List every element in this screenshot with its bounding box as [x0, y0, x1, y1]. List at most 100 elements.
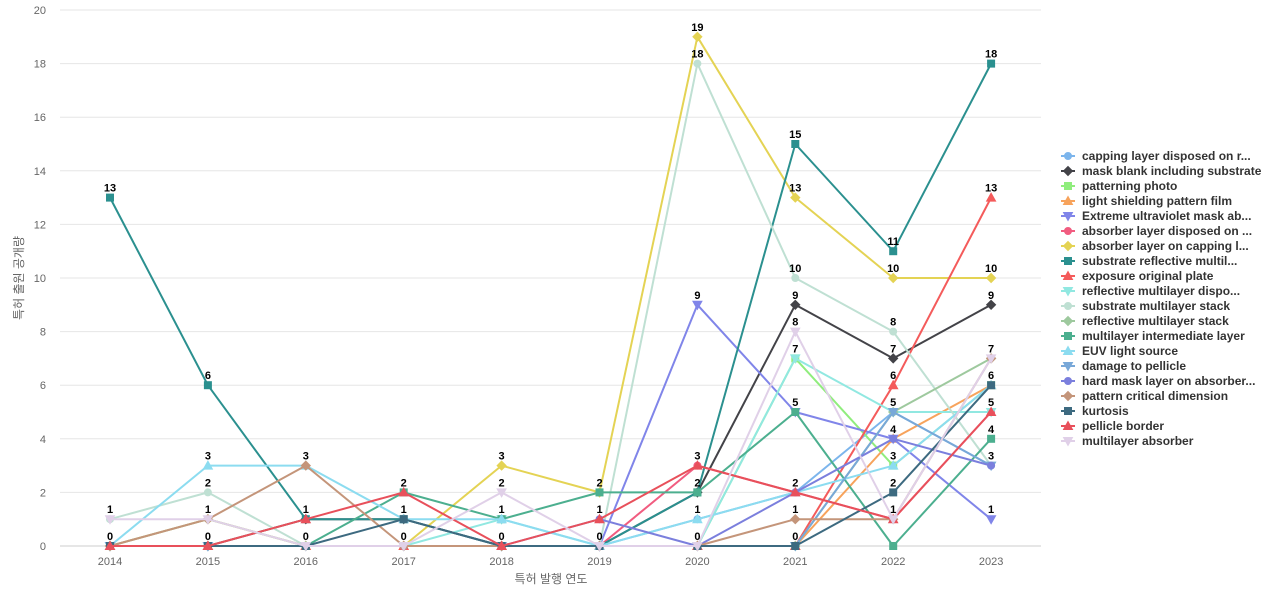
legend-label: hard mask layer on absorber...	[1082, 374, 1255, 388]
data-label: 8	[792, 317, 798, 329]
x-tick-label: 2020	[685, 556, 709, 568]
data-label: 8	[890, 317, 896, 329]
data-point	[496, 460, 507, 471]
data-point	[496, 488, 507, 498]
series-group	[106, 59, 996, 550]
data-label: 2	[596, 477, 602, 489]
y-tick-label: 12	[34, 219, 46, 231]
data-label: 1	[890, 504, 896, 516]
data-label: 15	[789, 129, 801, 141]
y-tick-label: 20	[34, 5, 46, 17]
data-point	[692, 460, 703, 470]
data-label: 5	[890, 397, 896, 409]
data-point	[106, 193, 114, 202]
data-point	[594, 542, 605, 552]
series-line	[109, 35, 992, 547]
legend-marker	[1064, 152, 1072, 160]
data-label: 2	[792, 477, 798, 489]
legend-item[interactable]: exposure original plate	[1061, 269, 1214, 283]
data-point	[693, 488, 702, 497]
data-label: 18	[985, 49, 997, 61]
data-point	[987, 381, 996, 390]
data-label: 13	[104, 183, 116, 195]
data-point	[791, 274, 800, 282]
data-label: 1	[499, 504, 505, 516]
legend-item[interactable]: substrate multilayer stack	[1061, 299, 1230, 313]
data-point	[300, 513, 312, 524]
x-axis-title: 특허 발행 연도	[515, 571, 588, 586]
legend-item[interactable]: reflective multilayer stack	[1061, 314, 1229, 328]
legend-item[interactable]: mask blank including substrate	[1061, 164, 1262, 178]
legend-item[interactable]: absorber layer disposed on ...	[1061, 224, 1252, 238]
data-point	[985, 354, 997, 364]
data-label: 5	[792, 397, 798, 409]
data-label: 2	[401, 477, 407, 489]
legend-item[interactable]: reflective multilayer dispo...	[1061, 284, 1240, 298]
data-point	[987, 461, 996, 470]
legend-marker	[1062, 212, 1074, 222]
legend-marker	[1064, 182, 1072, 190]
x-tick-label: 2017	[391, 556, 415, 568]
x-tick-label: 2015	[196, 556, 220, 568]
y-tick-label: 16	[34, 112, 46, 124]
data-point	[692, 513, 703, 524]
data-label: 1	[107, 504, 113, 516]
data-label: 7	[792, 343, 798, 355]
series-line	[109, 62, 992, 547]
data-point	[693, 59, 702, 68]
x-tick-label: 2014	[98, 556, 122, 568]
y-tick-label: 2	[40, 487, 46, 499]
data-label: 1	[205, 504, 211, 516]
legend-item[interactable]: multilayer intermediate layer	[1061, 329, 1245, 343]
data-label: 0	[792, 531, 798, 543]
data-point	[789, 354, 801, 364]
y-axis-title: 특허 출원 공개량	[12, 236, 26, 320]
legend-label: reflective multilayer dispo...	[1082, 284, 1240, 298]
legend-label: pellicle border	[1082, 419, 1164, 433]
legend-item[interactable]: damage to pellicle	[1061, 359, 1186, 373]
legend-label: patterning photo	[1082, 179, 1177, 193]
data-point	[887, 353, 899, 364]
legend-item[interactable]: capping layer disposed on r...	[1061, 149, 1251, 163]
legend-label: EUV light source	[1082, 344, 1178, 358]
data-point	[692, 542, 703, 552]
legend-item[interactable]: light shielding pattern film	[1061, 194, 1232, 208]
data-label: 3	[890, 451, 896, 463]
data-point	[985, 406, 997, 416]
data-label: 1	[596, 504, 602, 516]
data-point	[889, 488, 898, 497]
data-point	[496, 540, 507, 550]
data-label: 3	[303, 451, 309, 463]
series-group	[104, 354, 997, 552]
legend-item[interactable]: hard mask layer on absorber...	[1061, 374, 1255, 388]
legend-item[interactable]: pellicle border	[1061, 419, 1164, 433]
grid-lines	[60, 9, 1041, 547]
data-label: 0	[303, 531, 309, 543]
data-point	[985, 299, 997, 311]
legend-item[interactable]: absorber layer on capping l...	[1061, 239, 1249, 253]
data-label: 0	[401, 531, 407, 543]
data-point	[594, 513, 605, 524]
legend-item[interactable]: pattern critical dimension	[1061, 389, 1228, 403]
data-point	[985, 192, 997, 202]
data-point	[790, 513, 801, 525]
data-point	[300, 542, 312, 552]
y-tick-label: 4	[40, 434, 46, 446]
legend-marker	[1062, 195, 1074, 205]
legend-item[interactable]: EUV light source	[1061, 344, 1178, 358]
data-label: 0	[499, 531, 505, 543]
legend-item[interactable]: patterning photo	[1061, 179, 1177, 193]
data-point	[104, 515, 116, 525]
legend-item[interactable]: substrate reflective multil...	[1061, 254, 1237, 268]
legend-label: damage to pellicle	[1082, 359, 1186, 373]
legend-item[interactable]: multilayer absorber	[1061, 434, 1194, 448]
legend-item[interactable]: kurtosis	[1061, 404, 1129, 418]
legend: capping layer disposed on r...mask blank…	[1061, 149, 1262, 448]
series-lines	[104, 31, 997, 552]
data-label: 4	[988, 424, 995, 436]
data-label: 0	[205, 531, 211, 543]
legend-item[interactable]: Extreme ultraviolet mask ab...	[1061, 209, 1251, 223]
data-label: 13	[985, 183, 997, 195]
series-group	[104, 353, 997, 552]
data-label: 10	[789, 263, 801, 275]
